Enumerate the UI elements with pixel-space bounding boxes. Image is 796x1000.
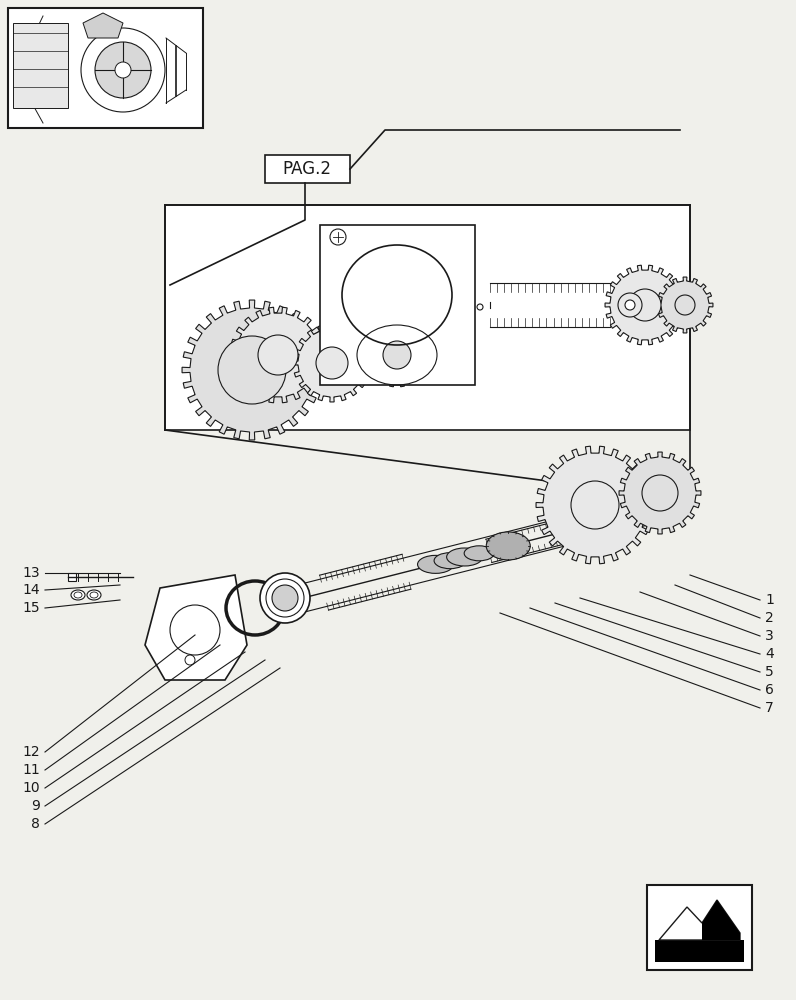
Circle shape [642,475,678,511]
Polygon shape [659,900,740,940]
Text: 2: 2 [765,611,774,625]
Polygon shape [182,300,322,440]
Polygon shape [83,13,123,38]
Ellipse shape [447,548,482,566]
Bar [655,940,744,962]
Text: 11: 11 [22,763,40,777]
Ellipse shape [71,590,85,600]
Text: 3: 3 [765,629,774,643]
Ellipse shape [266,579,304,617]
Circle shape [115,62,131,78]
Circle shape [571,481,619,529]
Text: 12: 12 [22,745,40,759]
Circle shape [625,300,635,310]
Polygon shape [536,446,654,564]
Circle shape [170,605,220,655]
Text: 8: 8 [31,817,40,831]
Circle shape [618,293,642,317]
Polygon shape [165,205,690,430]
Ellipse shape [464,546,494,561]
Ellipse shape [87,590,101,600]
Text: 14: 14 [22,583,40,597]
Polygon shape [293,324,371,402]
Ellipse shape [434,553,466,569]
Text: 6: 6 [765,683,774,697]
Circle shape [258,335,298,375]
Ellipse shape [272,585,298,611]
Polygon shape [605,265,685,345]
Ellipse shape [74,592,82,598]
Polygon shape [230,307,326,403]
Circle shape [185,655,195,665]
Circle shape [81,28,165,112]
Text: PAG.2: PAG.2 [283,160,331,178]
Bar [265,155,350,183]
Bar [8,8,203,128]
Text: 1: 1 [765,593,774,607]
Text: 4: 4 [765,647,774,661]
Text: 10: 10 [22,781,40,795]
Polygon shape [619,452,701,534]
Text: 7: 7 [765,701,774,715]
Circle shape [330,229,346,245]
Text: 13: 13 [22,566,40,580]
Bar [13,23,68,108]
Polygon shape [145,575,247,680]
Circle shape [675,295,695,315]
Polygon shape [702,900,740,940]
Ellipse shape [90,592,98,598]
Bar [68,573,76,581]
Polygon shape [657,277,713,333]
Circle shape [95,42,151,98]
Polygon shape [365,323,429,387]
Circle shape [218,336,286,404]
Text: 9: 9 [31,799,40,813]
Ellipse shape [260,573,310,623]
Ellipse shape [486,532,530,560]
Text: 15: 15 [22,601,40,615]
Circle shape [383,341,411,369]
Ellipse shape [418,555,454,573]
Text: 5: 5 [765,665,774,679]
Circle shape [477,304,483,310]
Circle shape [316,347,348,379]
Bar [320,225,475,385]
Circle shape [629,289,661,321]
Bar [647,885,752,970]
